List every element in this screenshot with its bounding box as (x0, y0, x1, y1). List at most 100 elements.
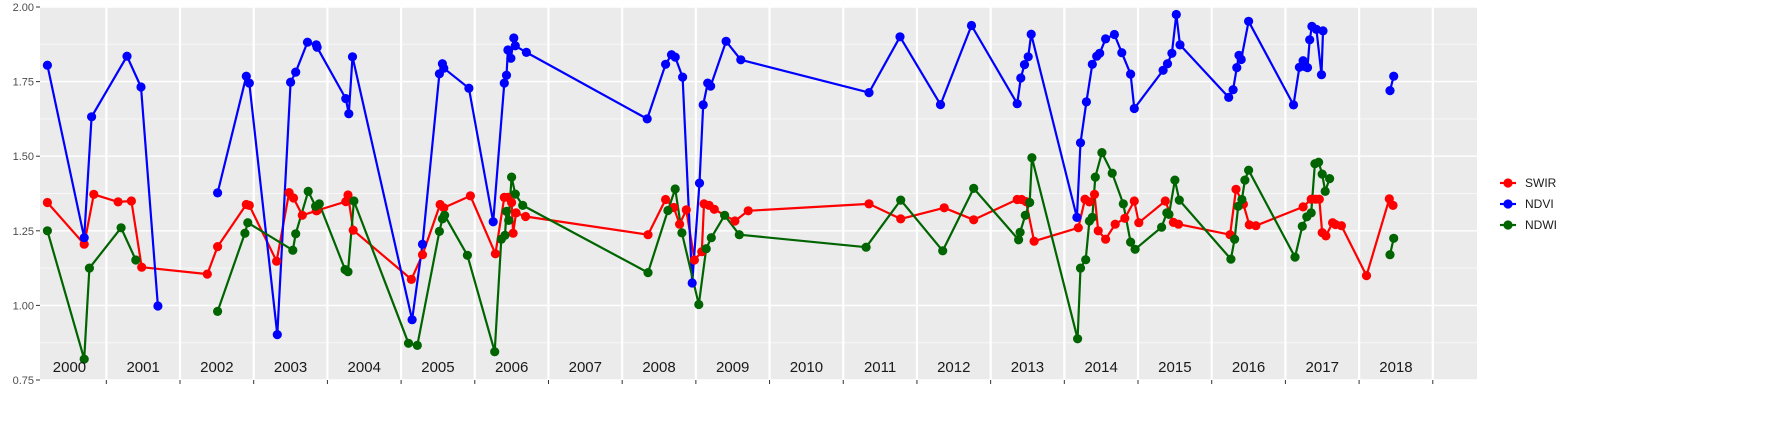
ndwi-point (131, 255, 141, 265)
ndvi-point (1129, 103, 1139, 114)
y-tick-label: 2.00 (13, 2, 34, 14)
legend: SWIR NDVI NDWI (1500, 176, 1557, 232)
ndvi-point (1305, 35, 1315, 45)
year-label: 2005 (421, 359, 454, 376)
ndvi-point (642, 114, 652, 124)
ndvi-point (966, 20, 977, 31)
ndwi-point (403, 338, 414, 348)
ndvi-point (1026, 29, 1036, 39)
ndwi-point (1025, 197, 1035, 208)
ndwi-point (1174, 195, 1184, 205)
year-labels: 2000 2001 2002 2003 2004 2005 2006 2007 2008 2009… (53, 359, 1413, 376)
ndvi-point (291, 67, 301, 77)
ndvi-point (694, 178, 705, 188)
year-label: 2015 (1158, 359, 1191, 376)
ndwi-point (1020, 210, 1030, 220)
year-label: 2003 (274, 359, 307, 376)
ndvi-point (341, 94, 351, 104)
swir-point (1084, 197, 1094, 207)
ndvi-point (1318, 26, 1328, 36)
ndwi-line (216, 151, 1331, 353)
swir-point (1251, 221, 1261, 231)
swir-point (1231, 184, 1241, 194)
y-tick-label: 1.00 (13, 300, 34, 312)
swir-point (348, 225, 358, 235)
swir-point (643, 230, 653, 240)
legend-label-ndvi: NDVI (1525, 197, 1554, 211)
ndwi-point (1075, 263, 1086, 273)
ndvi-point (87, 112, 97, 122)
swir-point (661, 194, 671, 205)
legend-key-point-ndwi (1503, 220, 1513, 230)
year-boundary-lines (105, 7, 1434, 380)
ndwi-point (314, 199, 324, 209)
swir-point (1129, 196, 1139, 206)
swir-point (42, 197, 53, 208)
ndwi-point (240, 228, 250, 238)
y-tick-label: 1.25 (13, 226, 34, 238)
swir-point (1093, 226, 1103, 236)
ndvi-point (344, 109, 354, 119)
ndvi-point (1072, 212, 1082, 222)
ndwi-point (510, 189, 520, 199)
ndvi-point (1012, 99, 1022, 109)
ndvi-point (687, 278, 697, 288)
ndvi-point (1385, 86, 1395, 96)
swir-point (864, 199, 874, 209)
swir-point (490, 249, 500, 259)
ndwi-point (677, 228, 687, 238)
ndvi-point (407, 315, 417, 325)
ndwi-point (1320, 186, 1330, 196)
swir-point (1029, 236, 1039, 246)
swir-point (126, 196, 136, 206)
swir-point (406, 274, 416, 284)
ndvi-point (244, 78, 254, 88)
ndvi-point (1288, 100, 1299, 110)
ndwi-point (84, 263, 94, 273)
ndwi-point (116, 223, 126, 233)
ndwi-point (1027, 153, 1037, 163)
year-label: 2002 (200, 359, 233, 376)
ndwi-point (500, 230, 510, 240)
year-label: 2017 (1306, 359, 1339, 376)
ndwi-point (79, 354, 89, 364)
ndwi-point (349, 196, 359, 206)
ndwi-point (440, 210, 450, 220)
swir-point (507, 197, 517, 208)
ndvi-point (501, 70, 512, 80)
ndvi-point (312, 42, 322, 52)
swir-point (89, 189, 99, 199)
ndvi-point (1109, 29, 1119, 40)
swir-point (202, 269, 212, 279)
ndwi-point (1107, 168, 1117, 178)
ndwi-point (1244, 165, 1254, 175)
ndwi-point (861, 242, 871, 252)
ndwi-point (1297, 221, 1307, 231)
swir-point (1089, 189, 1100, 199)
year-label: 2008 (642, 359, 675, 376)
swir-point (213, 242, 223, 252)
ndvi-point (1389, 71, 1399, 81)
ndwi-point (896, 195, 906, 205)
ndwi-point (1157, 222, 1167, 232)
ndwi-point (1240, 175, 1250, 185)
swir-point (689, 255, 700, 265)
ndwi-point (1126, 237, 1136, 247)
ndwi-point (303, 186, 313, 196)
ndwi-point (343, 267, 353, 277)
swir-point (1388, 200, 1398, 210)
ndvi-point (503, 45, 513, 55)
ndwi-point (434, 226, 444, 236)
ndwi-point (1306, 208, 1316, 218)
ndvi-point (864, 88, 874, 98)
legend-label-ndwi: NDWI (1525, 218, 1557, 232)
ndvi-point (1081, 97, 1091, 107)
year-label: 2006 (495, 359, 528, 376)
swir-point (1336, 221, 1346, 231)
ndvi-point (241, 71, 251, 81)
y-tick-label: 1.50 (13, 151, 34, 163)
ndwi-point (1118, 199, 1128, 209)
swir-point (1134, 218, 1144, 228)
ndwi-point (462, 250, 472, 260)
